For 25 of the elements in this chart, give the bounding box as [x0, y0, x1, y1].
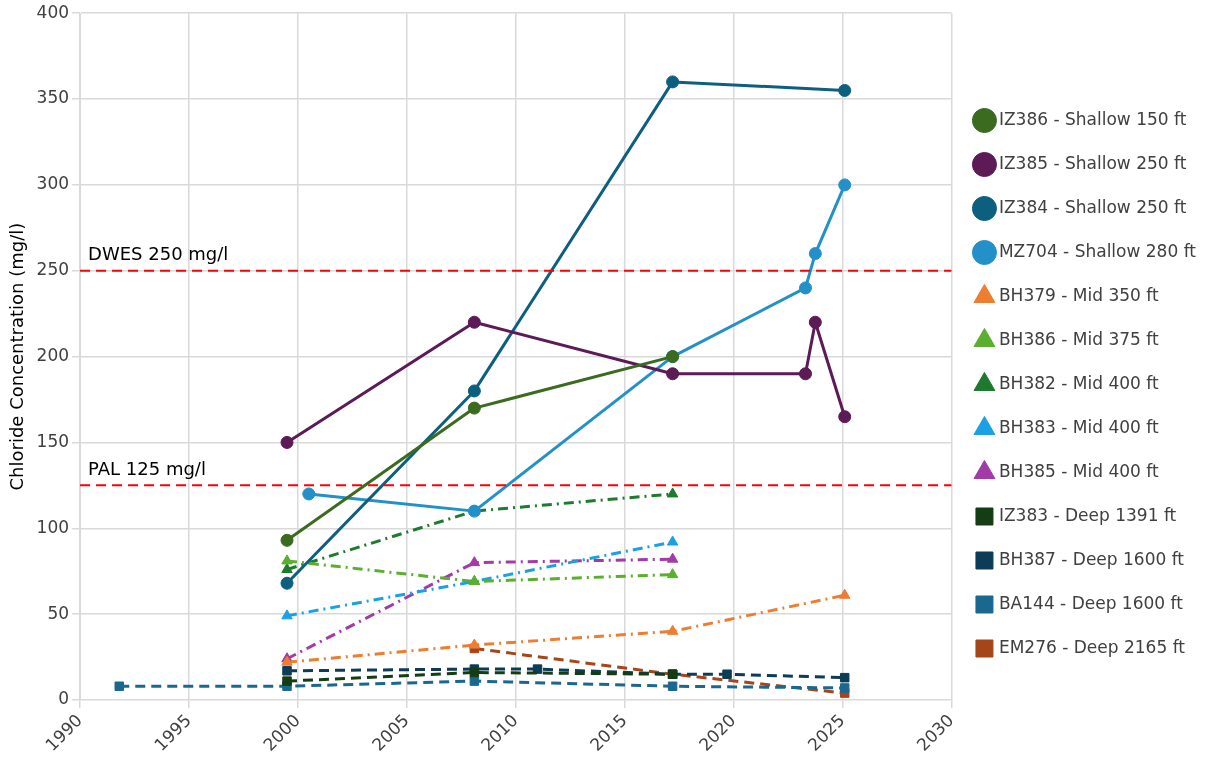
- legend-label: BH379 - Mid 350 ft: [998, 284, 1159, 305]
- legend-label: IZ383 - Deep 1391 ft: [998, 504, 1177, 525]
- legend-label: BH382 - Mid 400 ft: [998, 372, 1159, 393]
- y-tick-label: 150: [36, 430, 70, 451]
- y-axis-title: Chloride Concentration (mg/l): [6, 222, 28, 491]
- legend-label: IZ386 - Shallow 150 ft: [998, 108, 1187, 129]
- legend-label: EM276 - Deep 2165 ft: [998, 636, 1186, 657]
- ref-line-label: PAL 125 mg/l: [88, 458, 206, 480]
- y-tick-label: 250: [36, 259, 70, 280]
- legend-label: BH386 - Mid 375 ft: [998, 328, 1159, 349]
- legend-label: BA144 - Deep 1600 ft: [998, 592, 1184, 613]
- legend-label: IZ384 - Shallow 250 ft: [998, 196, 1187, 217]
- ref-line-label: DWES 250 mg/l: [88, 243, 229, 265]
- y-tick-label: 400: [36, 1, 70, 22]
- y-tick-label: 350: [36, 87, 70, 108]
- legend-label: IZ385 - Shallow 250 ft: [998, 152, 1187, 173]
- y-tick-label: 100: [36, 516, 70, 537]
- y-tick-label: 50: [47, 602, 70, 623]
- legend-label: MZ704 - Shallow 280 ft: [998, 240, 1197, 261]
- legend-label: BH383 - Mid 400 ft: [998, 416, 1159, 437]
- legend-label: BH385 - Mid 400 ft: [998, 460, 1159, 481]
- y-tick-label: 200: [36, 345, 70, 366]
- y-tick-label: 300: [36, 173, 70, 194]
- y-tick-label: 0: [58, 688, 70, 709]
- legend-label: BH387 - Deep 1600 ft: [998, 548, 1185, 569]
